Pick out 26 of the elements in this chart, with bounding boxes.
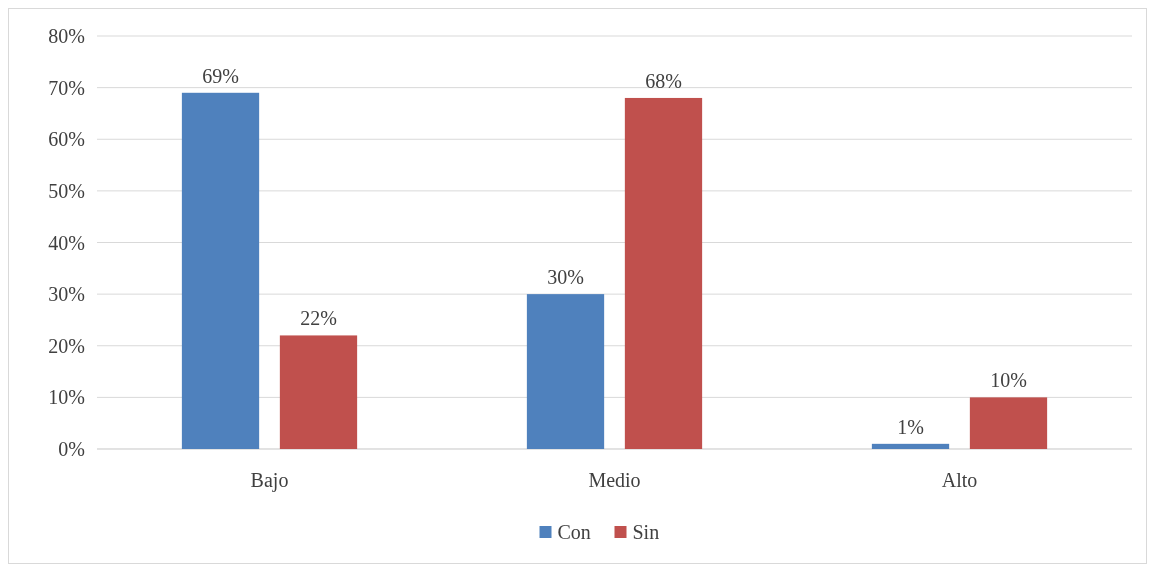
y-tick-label: 80% [48,25,85,47]
bar [181,92,260,449]
bar [279,335,358,449]
legend-label: Con [557,521,591,543]
x-tick-label: Bajo [250,469,289,492]
data-label: 1% [897,415,924,438]
y-tick-label: 70% [48,76,85,99]
data-label: 22% [300,307,337,330]
data-label: 10% [990,369,1027,392]
y-tick-label: 20% [48,334,85,357]
x-tick-label: Medio [588,469,641,491]
bar [526,294,605,449]
y-tick-label: 10% [48,386,85,409]
bar [871,443,950,449]
bar [624,97,703,449]
data-label: 68% [645,69,682,92]
y-tick-label: 40% [48,231,85,254]
y-tick-label: 0% [58,438,85,460]
data-label: 69% [202,64,239,87]
bar [969,397,1048,449]
data-label: 30% [547,266,584,289]
x-tick-label: Alto [941,469,978,491]
y-tick-label: 60% [48,128,85,151]
y-tick-label: 30% [48,283,85,306]
y-tick-label: 50% [48,179,85,202]
legend-label: Sin [632,521,660,543]
